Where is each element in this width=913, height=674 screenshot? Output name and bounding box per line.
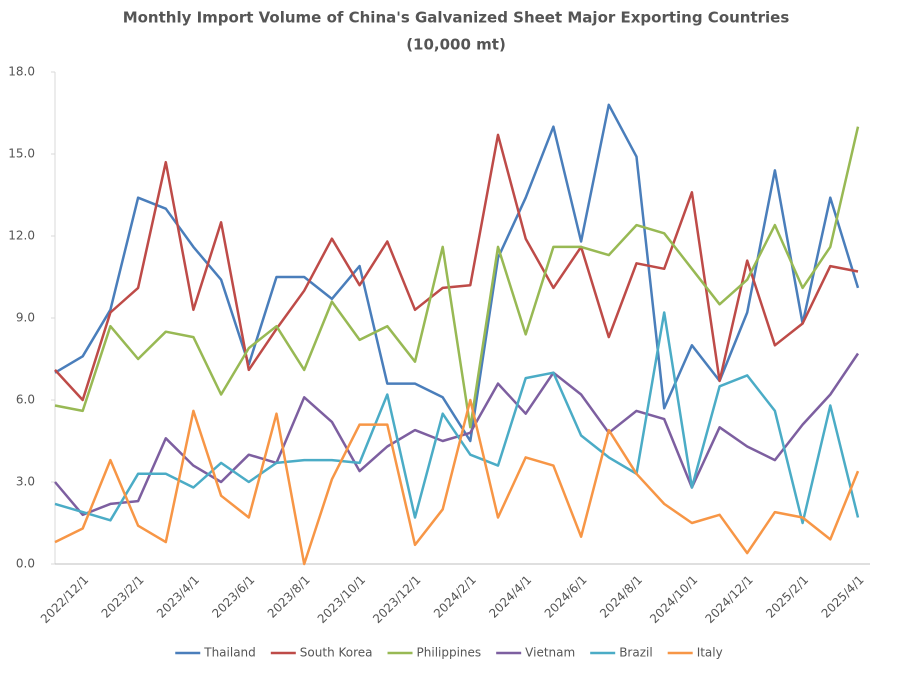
y-tick-label: 9.0 — [16, 311, 35, 325]
legend-label: South Korea — [300, 646, 373, 660]
x-tick-label: 2025/4/1 — [819, 573, 867, 621]
chart-title: Monthly Import Volume of China's Galvani… — [123, 9, 790, 27]
y-tick-label: 0.0 — [16, 557, 35, 571]
line-series — [54, 352, 860, 517]
x-tick-label: 2024/12/1 — [702, 573, 755, 626]
x-tick-label: 2022/12/1 — [38, 573, 91, 626]
legend-label: Brazil — [619, 646, 653, 660]
line-series — [54, 133, 859, 402]
y-tick-label: 3.0 — [16, 475, 35, 489]
x-tick-label: 2024/8/1 — [597, 573, 645, 621]
chart-subtitle: (10,000 mt) — [406, 36, 506, 54]
x-tick-label: 2023/10/1 — [315, 573, 368, 626]
line-series — [54, 311, 860, 525]
x-tick-label: 2024/2/1 — [431, 573, 479, 621]
y-tick-label: 18.0 — [8, 65, 35, 79]
x-tick-label: 2025/2/1 — [763, 573, 811, 621]
line-series — [54, 398, 860, 566]
x-tick-label: 2023/6/1 — [209, 573, 257, 621]
x-tick-label: 2024/6/1 — [542, 573, 590, 621]
legend-label: Philippines — [417, 646, 482, 660]
y-tick-label: 6.0 — [16, 393, 35, 407]
x-tick-label: 2024/10/1 — [647, 573, 700, 626]
x-tick-label: 2024/4/1 — [486, 573, 534, 621]
x-tick-label: 2023/8/1 — [265, 573, 313, 621]
line-series — [54, 126, 860, 429]
x-tick-label: 2023/4/1 — [154, 573, 202, 621]
x-tick-label: 2023/12/1 — [370, 573, 423, 626]
y-tick-label: 12.0 — [8, 229, 35, 243]
line-series — [54, 103, 860, 443]
x-tick-label: 2023/2/1 — [99, 573, 147, 621]
legend-label: Vietnam — [525, 646, 575, 660]
legend-label: Italy — [697, 646, 723, 660]
legend-label: Thailand — [203, 646, 256, 660]
y-tick-label: 15.0 — [8, 147, 35, 161]
